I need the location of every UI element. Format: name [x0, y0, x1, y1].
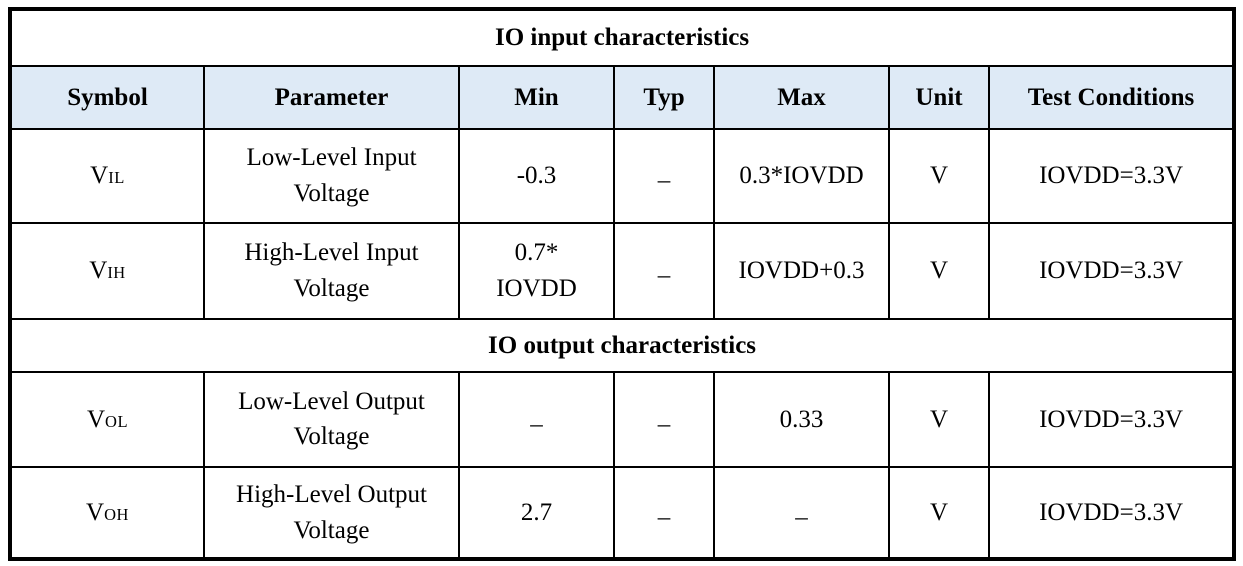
no-value-dash: –	[795, 503, 808, 531]
cell-parameter-voh: High-Level Output Voltage	[203, 466, 460, 557]
cell-symbol-voh: VOH	[12, 466, 205, 557]
cell-typ-vih: –	[613, 221, 715, 321]
cell-unit-vol: V	[888, 370, 990, 469]
cell-max-vil: 0.3*IOVDD	[713, 127, 890, 224]
column-header-unit: Unit	[888, 65, 990, 130]
no-value-dash: –	[530, 410, 543, 438]
cell-parameter-vol: Low-Level Output Voltage	[203, 370, 460, 469]
cell-test-conditions-vih: IOVDD=3.3V	[987, 221, 1233, 321]
cell-max-voh: –	[713, 466, 890, 557]
column-header-parameter: Parameter	[203, 65, 460, 130]
symbol-subscript: OH	[104, 504, 129, 524]
section-row-io-output: IO output characteristics	[12, 318, 1233, 373]
cell-test-conditions-vol: IOVDD=3.3V	[987, 370, 1233, 469]
cell-symbol-vil: VIL	[12, 127, 205, 224]
cell-unit-vih: V	[888, 221, 990, 321]
table-row-voh: VOH High-Level Output Voltage 2.7 – – V …	[12, 466, 1233, 557]
cell-min-vih: 0.7* IOVDD	[458, 221, 615, 321]
symbol-subscript: IH	[107, 263, 126, 283]
cell-test-conditions-voh: IOVDD=3.3V	[987, 466, 1233, 557]
cell-test-conditions-vil: IOVDD=3.3V	[987, 127, 1233, 224]
no-value-dash: –	[657, 262, 671, 290]
column-header-test-conditions: Test Conditions	[987, 65, 1233, 130]
no-value-dash: –	[657, 410, 671, 438]
no-value-dash: –	[657, 166, 671, 194]
column-header-typ: Typ	[613, 65, 715, 130]
section-title-io-input: IO input characteristics	[12, 11, 1233, 68]
table-row-vil: VIL Low-Level Input Voltage -0.3 – 0.3*I…	[12, 127, 1233, 224]
cell-min-vol: –	[458, 370, 615, 469]
column-header-min: Min	[458, 65, 615, 130]
symbol-subscript: OL	[105, 411, 129, 431]
no-value-dash: –	[657, 503, 671, 531]
column-header-max: Max	[713, 65, 890, 130]
table-row-vol: VOL Low-Level Output Voltage – – 0.33 V …	[12, 370, 1233, 469]
cell-parameter-vil: Low-Level Input Voltage	[203, 127, 460, 224]
table-outer-frame: IO input characteristics Symbol Paramete…	[8, 7, 1236, 561]
column-header-row: Symbol Parameter Min Typ Max Unit Test C…	[12, 65, 1233, 130]
cell-max-vol: 0.33	[713, 370, 890, 469]
table-row-vih: VIH High-Level Input Voltage 0.7* IOVDD …	[12, 221, 1233, 321]
cell-typ-vil: –	[613, 127, 715, 224]
cell-max-vih: IOVDD+0.3	[713, 221, 890, 321]
symbol-subscript: IL	[108, 167, 125, 187]
cell-typ-voh: –	[613, 466, 715, 557]
cell-symbol-vol: VOL	[12, 370, 205, 469]
cell-parameter-vih: High-Level Input Voltage	[203, 221, 460, 321]
cell-symbol-vih: VIH	[12, 221, 205, 321]
cell-min-vil: -0.3	[458, 127, 615, 224]
io-characteristics-table: IO input characteristics Symbol Paramete…	[12, 11, 1233, 557]
section-row-io-input: IO input characteristics	[12, 11, 1233, 68]
cell-unit-voh: V	[888, 466, 990, 557]
cell-unit-vil: V	[888, 127, 990, 224]
column-header-symbol: Symbol	[12, 65, 205, 130]
cell-min-voh: 2.7	[458, 466, 615, 557]
cell-typ-vol: –	[613, 370, 715, 469]
section-title-io-output: IO output characteristics	[12, 318, 1233, 373]
